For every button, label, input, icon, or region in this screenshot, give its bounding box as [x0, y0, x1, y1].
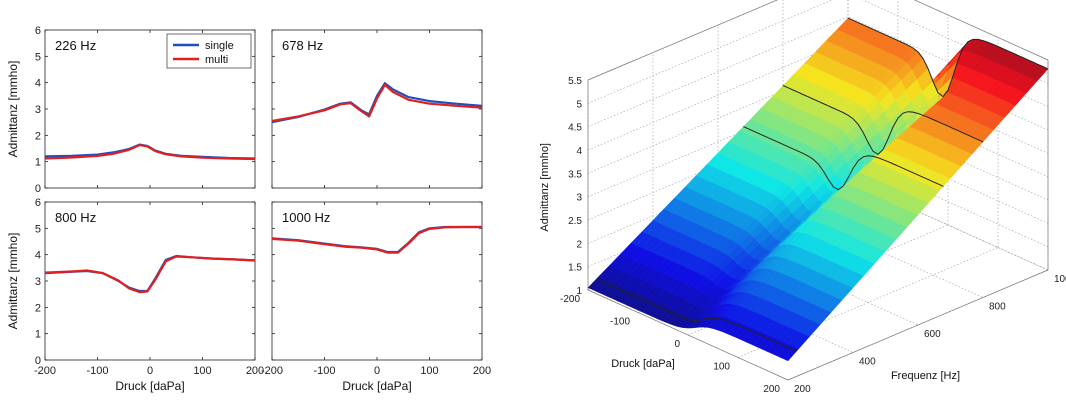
legend: single multi [166, 33, 252, 69]
series-line-multi [44, 255, 256, 294]
panel-1: 678 Hz [271, 29, 483, 189]
z-tick-label: 5 [576, 99, 582, 110]
x-tick-label: -100 [610, 317, 630, 328]
box-edge [587, 0, 778, 81]
y-tick-label: 3 [35, 104, 41, 116]
y-tick-label: 0 [35, 355, 41, 367]
x-tick-label: -200 [34, 365, 56, 377]
z-tick-label: 1 [576, 286, 582, 297]
z-tick-label: 2.5 [568, 216, 582, 227]
panel-title: 226 Hz [55, 38, 96, 53]
plot-area [44, 201, 256, 361]
y-tick-label: 200 [794, 384, 811, 395]
y-axis-label: Admittanz [mmho] [6, 61, 20, 158]
y-tick-label: 1 [35, 157, 41, 169]
series-line-multi [271, 225, 482, 254]
line-chart-panels: 0 1 2 3 4 5 6 226 Hz Admittanz [mmho] single multi… [6, 25, 491, 393]
x-tick-label: 0 [674, 339, 680, 350]
y-tick-label: 1 [35, 329, 41, 341]
x-axis-label: Druck [daPa] [611, 358, 675, 370]
frequency-curve [782, 85, 984, 156]
panel-0: 0 1 2 3 4 5 6 226 Hz Admittanz [mmho] single multi [6, 25, 256, 195]
legend-box [166, 33, 252, 69]
x-tick-label: -200 [560, 294, 580, 305]
x-axis-label: Druck [daPa] [115, 379, 184, 393]
x-tick-label: 100 [193, 365, 211, 377]
legend-label: single [205, 40, 234, 52]
z-tick-label: 4 [576, 146, 582, 157]
z-tick-label: 5.5 [568, 76, 582, 87]
y-tick-label: 400 [859, 357, 876, 368]
panel-title: 800 Hz [55, 210, 96, 225]
plot-area [271, 201, 483, 361]
z-axis-label: Admittanz [mmho] [539, 143, 551, 232]
z-tick-label: 2 [576, 239, 582, 250]
series-line-multi [271, 83, 483, 122]
frequency-curve [596, 278, 797, 352]
panel-2: 0 1 2 3 4 5 6 -200 -100 0 100 200 800 Hz Admittanz [m… [6, 197, 264, 393]
series-line-multi [44, 144, 256, 161]
y-tick-label: 5 [35, 223, 41, 235]
y-tick-label: 0 [35, 183, 41, 195]
y-tick-label: 4 [35, 78, 41, 90]
x-tick-label: 0 [147, 365, 153, 377]
x-tick-label: 200 [473, 365, 491, 377]
box-edge [587, 289, 789, 381]
panel-title: 678 Hz [282, 38, 323, 53]
y-tick-label: 6 [35, 197, 41, 209]
y-tick-label: 5 [35, 51, 41, 63]
legend-label: multi [205, 54, 228, 66]
surface-plot-3d: 1 1.5 2 2.5 3 3.5 4 4.5 5 5.5 -200 -100 0 100 200 200 40… [539, 0, 1066, 395]
y-tick-label: 2 [35, 302, 41, 314]
frequency-curve [847, 17, 1049, 98]
y-tick-label: 2 [35, 130, 41, 142]
y-axis-label: Admittanz [mmho] [6, 233, 20, 330]
x-tick-label: -200 [261, 365, 283, 377]
y-tick-label: 1000 [1054, 274, 1066, 285]
panel-title: 1000 Hz [282, 210, 330, 225]
y-tick-label: 600 [924, 329, 941, 340]
x-tick-label: 100 [713, 362, 730, 373]
x-tick-label: -100 [313, 365, 335, 377]
y-tick-label: 6 [35, 25, 41, 37]
z-tick-label: 1.5 [568, 263, 582, 274]
y-tick-label: 3 [35, 276, 41, 288]
z-tick-label: 3 [576, 193, 582, 204]
y-tick-label: 800 [989, 302, 1006, 313]
plot-area [271, 29, 483, 189]
x-axis-label: Druck [daPa] [342, 379, 411, 393]
x-tick-label: 100 [420, 365, 438, 377]
frequency-curve [743, 126, 944, 191]
y-tick-label: 4 [35, 250, 41, 262]
x-tick-label: 0 [374, 365, 380, 377]
z-tick-label: 4.5 [568, 123, 582, 134]
x-grid-line [737, 247, 999, 358]
x-tick-label: -100 [86, 365, 108, 377]
panel-3: -200 -100 0 100 200 1000 Hz Druck [daPa] [261, 201, 491, 393]
box-edge [913, 0, 1049, 61]
z-tick-label: 3.5 [568, 169, 582, 180]
box-edge [787, 269, 1049, 381]
x-tick-label: 200 [246, 365, 264, 377]
x-tick-label: 200 [763, 384, 780, 395]
y-axis-label: Frequenz [Hz] [891, 370, 960, 382]
